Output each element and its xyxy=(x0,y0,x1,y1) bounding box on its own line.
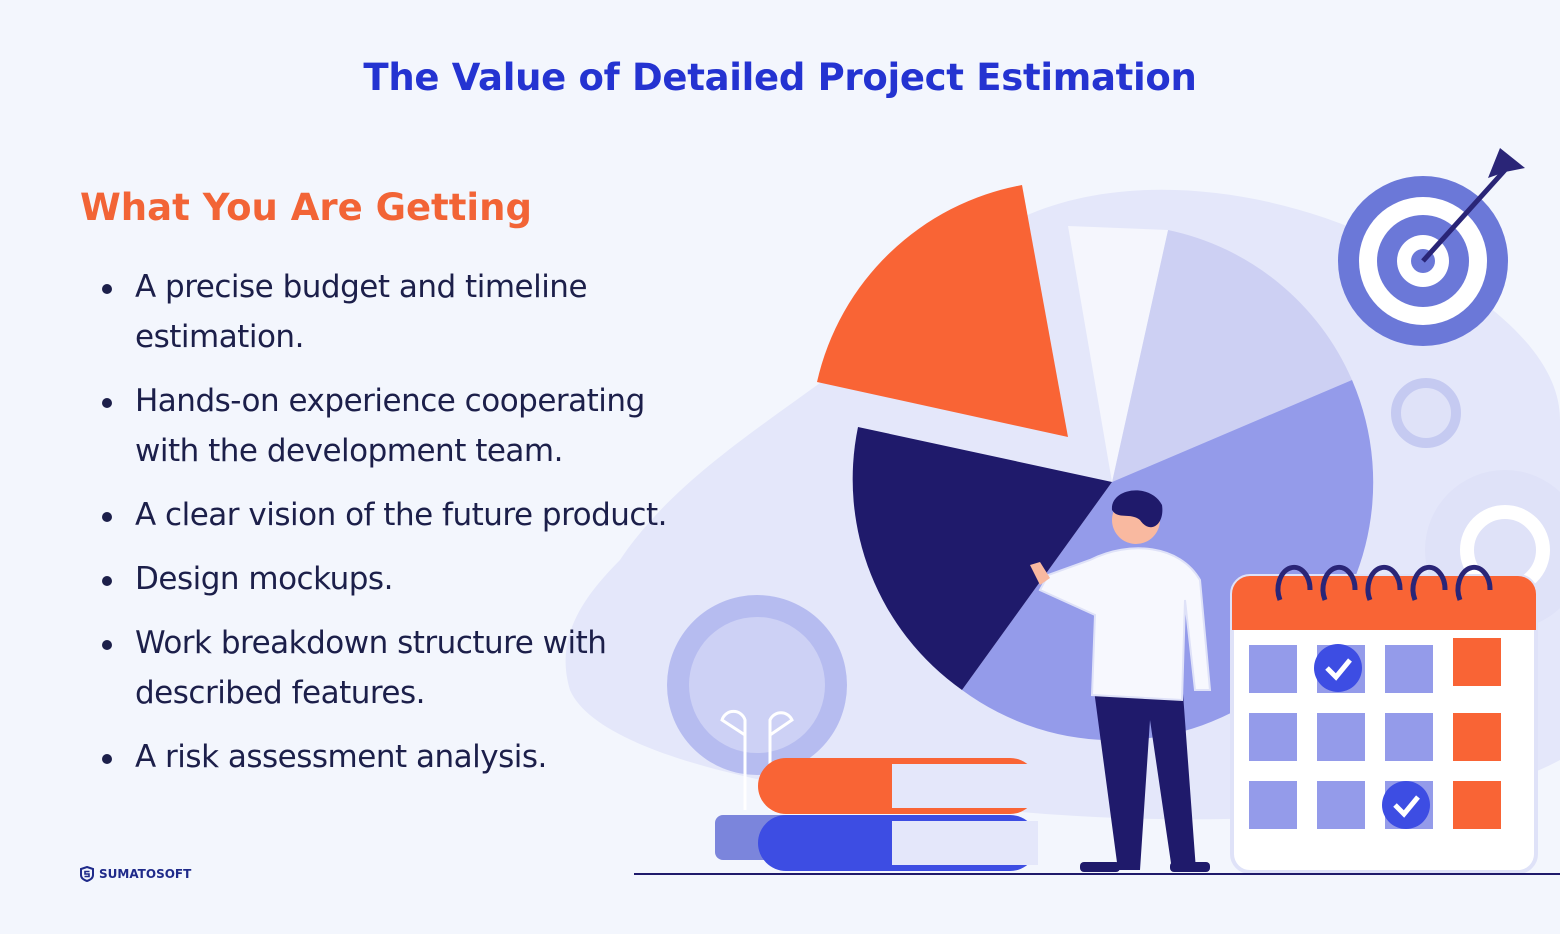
arrow xyxy=(1421,168,1507,263)
benefit-item: Design mockups. xyxy=(102,554,710,604)
pie-slice xyxy=(852,427,1112,690)
brand-name: SUMATOSOFT xyxy=(99,867,192,881)
benefit-item: A clear vision of the future product. xyxy=(102,490,710,540)
book-pages xyxy=(892,821,1038,865)
benefit-item: A risk assessment analysis. xyxy=(102,732,710,782)
benefit-item: Work breakdown structure with described … xyxy=(102,618,710,718)
page-title: The Value of Detailed Project Estimation xyxy=(363,56,1197,99)
book-pages xyxy=(892,764,1038,808)
calendar-cells xyxy=(1453,638,1501,829)
pie-slice xyxy=(1068,226,1168,482)
benefit-item: Hands-on experience cooperating with the… xyxy=(102,376,710,476)
arrow xyxy=(1488,148,1525,178)
benefit-list: A precise budget and timeline estimation… xyxy=(80,262,710,796)
bulb-filament xyxy=(720,710,794,810)
pie-slice xyxy=(1112,230,1352,482)
check xyxy=(1393,795,1420,818)
calendar-rings xyxy=(1275,564,1493,601)
check xyxy=(1325,658,1352,681)
brand-logo xyxy=(80,866,94,882)
gear xyxy=(1391,378,1461,448)
person xyxy=(1030,490,1212,872)
brand: SUMATOSOFT xyxy=(80,866,191,882)
benefit-item: A precise budget and timeline estimation… xyxy=(102,262,710,362)
check xyxy=(1314,644,1362,692)
section-heading: What You Are Getting xyxy=(80,186,532,229)
check xyxy=(1382,781,1430,829)
pie-slice xyxy=(817,185,1068,437)
